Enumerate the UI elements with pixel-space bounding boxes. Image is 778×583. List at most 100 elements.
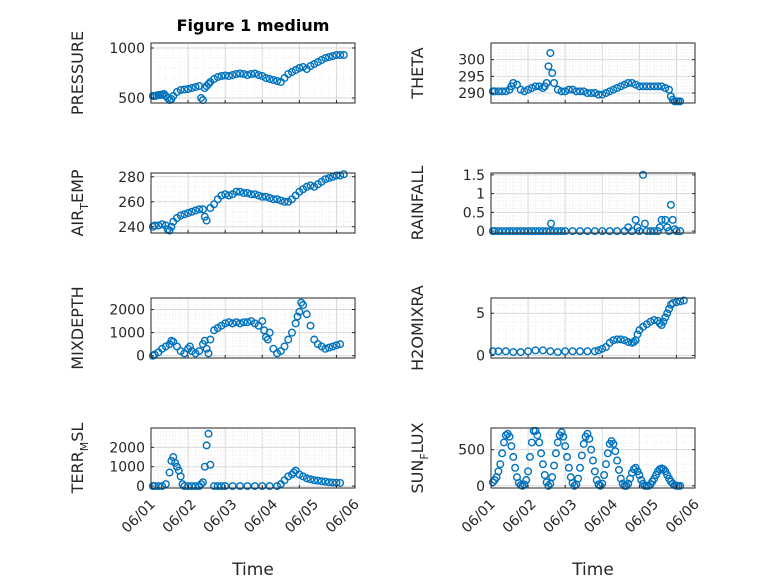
data-point <box>239 69 248 78</box>
data-point <box>184 84 193 93</box>
y-tick-label: 1000 <box>109 41 145 57</box>
data-point <box>576 227 585 236</box>
data-point <box>494 87 503 96</box>
data-point <box>250 190 259 199</box>
data-point <box>247 190 256 199</box>
data-point <box>250 69 259 78</box>
data-point <box>524 85 533 94</box>
data-point <box>258 482 267 491</box>
data-point <box>187 207 196 216</box>
y-tick-label: 0 <box>476 224 485 240</box>
data-point <box>627 227 636 236</box>
data-point <box>167 222 176 231</box>
data-point <box>668 215 677 224</box>
data-point <box>176 211 185 220</box>
data-point <box>261 192 270 201</box>
data-point <box>263 335 272 344</box>
y-tick-label: 0 <box>476 479 485 495</box>
data-point <box>221 482 230 491</box>
data-point <box>661 313 670 322</box>
data-point <box>498 227 507 236</box>
data-point <box>328 478 337 487</box>
data-point <box>620 80 629 89</box>
data-point <box>594 90 603 99</box>
grid <box>151 298 355 358</box>
data-point <box>561 87 570 96</box>
data-point <box>280 342 289 351</box>
data-point <box>640 219 649 228</box>
data-point <box>605 87 614 96</box>
data-point <box>583 429 592 438</box>
data-point <box>620 336 629 345</box>
data-point <box>622 481 631 490</box>
data-point <box>306 181 315 190</box>
data-point <box>646 317 655 326</box>
data-point <box>572 87 581 96</box>
data-point <box>302 310 311 319</box>
data-point <box>247 69 256 78</box>
data-point <box>310 476 319 485</box>
data-point <box>261 73 270 82</box>
data-point <box>198 205 207 214</box>
data-point <box>224 71 233 80</box>
data-point <box>524 467 533 476</box>
data-point <box>213 482 222 491</box>
data-point <box>527 438 536 447</box>
data-point <box>328 52 337 61</box>
data-point <box>204 79 213 88</box>
data-point <box>672 227 681 236</box>
y-tick-label: 500 <box>458 443 485 459</box>
data-point <box>496 460 505 469</box>
data-point <box>633 223 642 232</box>
data-point <box>185 342 194 351</box>
data-point <box>639 82 648 91</box>
data-point <box>577 451 586 460</box>
data-point <box>583 347 592 356</box>
series-points <box>148 429 345 491</box>
data-point <box>221 319 230 328</box>
data-point <box>509 227 518 236</box>
data-point <box>550 461 559 470</box>
data-point <box>661 83 670 92</box>
data-point <box>635 227 644 236</box>
data-point <box>154 221 163 230</box>
data-point <box>187 83 196 92</box>
data-point <box>236 69 245 78</box>
y-tick-label: 1.5 <box>463 168 485 184</box>
data-point <box>313 476 322 485</box>
data-point <box>284 335 293 344</box>
data-point <box>306 321 315 330</box>
data-point <box>258 317 267 326</box>
data-point <box>202 441 211 450</box>
axes-box <box>150 172 356 234</box>
data-point <box>176 85 185 94</box>
data-point <box>522 476 531 485</box>
data-point <box>590 88 599 97</box>
data-point <box>635 470 644 479</box>
y-axis-label: RAINFALL <box>408 166 427 241</box>
data-point <box>339 170 348 179</box>
data-point <box>583 88 592 97</box>
data-point <box>535 82 544 91</box>
data-point <box>302 182 311 191</box>
data-point <box>180 85 189 94</box>
y-axis-label: TERRMSL <box>68 423 91 495</box>
series-points <box>148 298 345 360</box>
data-point <box>202 344 211 353</box>
data-point <box>509 348 518 357</box>
y-tick-label: 2000 <box>109 440 145 456</box>
data-point <box>217 71 226 80</box>
data-point <box>655 319 664 328</box>
data-point <box>553 85 562 94</box>
data-point <box>531 82 540 91</box>
data-point <box>668 299 677 308</box>
x-axis-label: Time <box>571 560 614 580</box>
data-point <box>613 227 622 236</box>
data-point <box>321 344 330 353</box>
data-point <box>494 467 503 476</box>
data-point <box>653 82 662 91</box>
data-point <box>576 87 585 96</box>
data-point <box>537 449 546 458</box>
data-point <box>553 438 562 447</box>
